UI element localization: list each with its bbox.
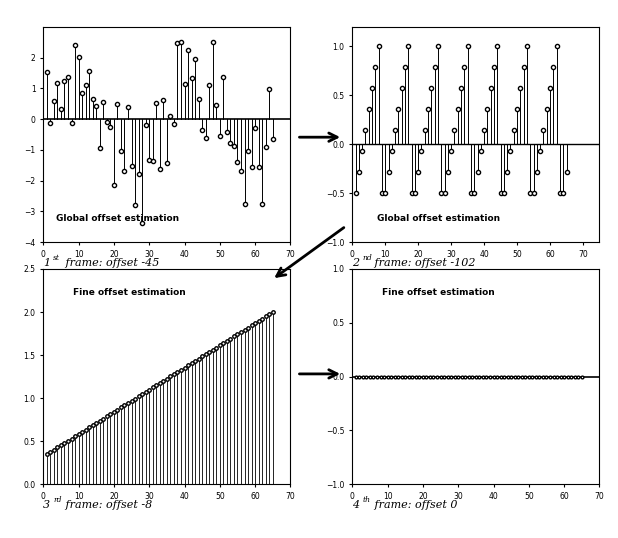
Text: Global offset estimation: Global offset estimation [377,214,501,223]
Text: Fine offset estimation: Fine offset estimation [383,288,495,297]
Text: st: st [53,254,60,262]
Text: frame: offset -102: frame: offset -102 [371,258,475,268]
Text: th: th [362,496,370,504]
Text: nd: nd [362,254,372,262]
Text: frame: offset -8: frame: offset -8 [62,500,152,511]
Text: 3: 3 [43,500,51,511]
Text: rd: rd [53,496,62,504]
Text: Global offset estimation: Global offset estimation [56,214,179,223]
Text: frame: offset -45: frame: offset -45 [62,258,159,268]
Text: 1: 1 [43,258,51,268]
Text: Fine offset estimation: Fine offset estimation [74,288,186,297]
Text: frame: offset 0: frame: offset 0 [371,500,457,511]
Text: 2: 2 [352,258,360,268]
Text: 4: 4 [352,500,360,511]
